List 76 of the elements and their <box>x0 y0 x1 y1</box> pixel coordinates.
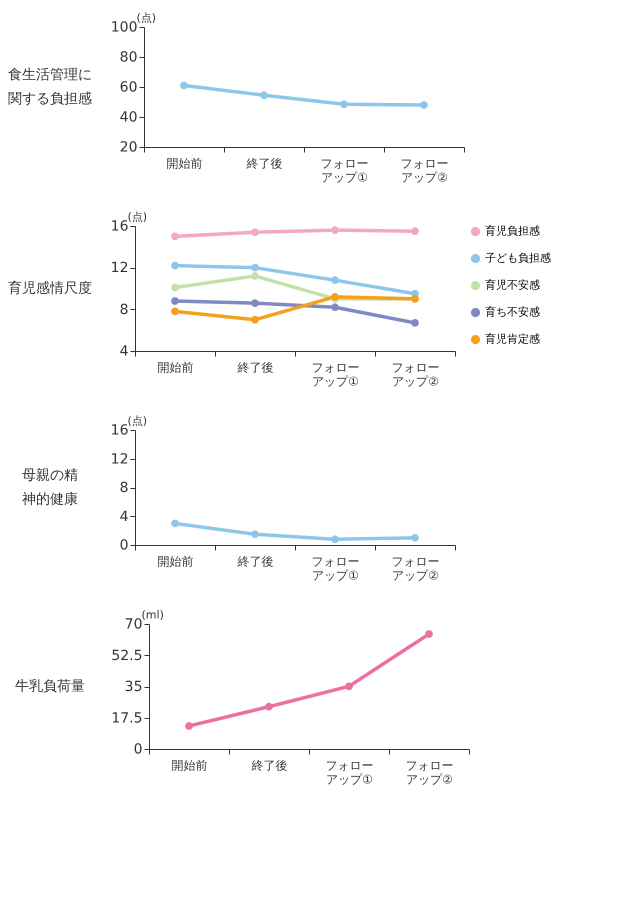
point <box>331 226 339 234</box>
point <box>411 534 419 542</box>
point <box>251 272 259 280</box>
y-axis-title: (点) <box>128 210 148 224</box>
point <box>171 520 179 528</box>
x-tick-label: 開始前 <box>158 554 194 568</box>
legend-label: 育児不安感 <box>485 278 540 292</box>
y-axis-title: (ml) <box>142 608 164 622</box>
y-tick-label: 20 <box>120 140 138 156</box>
x-tick-label: フォローアップ② <box>392 554 440 582</box>
point <box>251 530 259 538</box>
x-tick-label: フォローアップ① <box>312 554 360 582</box>
legend-label: 育ち不安感 <box>485 306 540 318</box>
y-tick-label: 35 <box>124 679 142 695</box>
y-axis-title: (点) <box>128 414 148 428</box>
point <box>171 297 179 305</box>
x-tick-label: 終了後 <box>246 156 282 170</box>
point <box>171 232 179 240</box>
legend-label: 子ども負担感 <box>485 252 551 264</box>
y-tick-label: 80 <box>120 50 138 66</box>
point <box>251 264 259 272</box>
point <box>171 284 179 292</box>
point <box>425 630 433 638</box>
point <box>180 82 188 90</box>
x-tick-label: フォローアップ① <box>320 156 368 184</box>
y-tick-label: 8 <box>120 480 128 496</box>
y-tick-label: 16 <box>110 422 129 438</box>
x-tick-label: フォローアップ① <box>312 360 360 388</box>
y-tick-label: 0 <box>134 742 142 758</box>
x-tick-label: フォローアップ② <box>392 360 440 388</box>
y-tick-label: 12 <box>110 260 128 276</box>
x-tick-label: 終了後 <box>236 554 274 568</box>
y-tick-label: 40 <box>120 110 138 126</box>
point <box>411 319 419 327</box>
y-tick-label: 100 <box>110 20 138 36</box>
x-tick-label: 開始前 <box>172 758 208 772</box>
text: 育児感情尺度 <box>8 280 92 296</box>
point <box>331 303 339 312</box>
point <box>331 292 339 301</box>
x-tick-label: フォローアップ② <box>400 156 448 184</box>
x-tick-label: 終了後 <box>236 360 274 374</box>
y-tick-label: 16 <box>110 218 129 234</box>
x-tick-label: フォローアップ② <box>406 758 454 786</box>
y-tick-label: 12 <box>110 451 128 468</box>
point <box>260 91 268 100</box>
point <box>345 682 353 690</box>
y-tick-label: 4 <box>120 508 129 525</box>
point <box>411 227 419 236</box>
point <box>331 276 339 284</box>
y-tick-label: 8 <box>120 302 128 318</box>
legend-label: 育児負担感 <box>485 224 540 238</box>
point <box>340 100 348 108</box>
y-axis-title: (点) <box>136 12 156 24</box>
x-tick-label: 終了後 <box>250 758 288 772</box>
y-tick-label: 52.5 <box>111 648 142 664</box>
point <box>331 535 339 544</box>
x-tick-label: フォローアップ① <box>326 758 374 786</box>
point <box>185 722 193 730</box>
point <box>171 262 179 270</box>
point <box>251 316 259 324</box>
legend-label: 育児肯定感 <box>485 332 540 346</box>
point <box>420 101 428 109</box>
y-tick-label: 60 <box>120 80 138 96</box>
y-tick-label: 4 <box>120 344 129 360</box>
x-tick-label: 開始前 <box>158 360 194 374</box>
text: 母親の精神的健康 <box>22 468 78 508</box>
point <box>171 308 179 316</box>
text: 牛乳負荷量 <box>15 678 85 694</box>
x-tick-label: 開始前 <box>166 156 202 170</box>
y-tick-label: 70 <box>124 616 142 632</box>
point <box>265 702 273 711</box>
y-tick-label: 0 <box>120 538 128 554</box>
y-tick-label: 17.5 <box>111 710 142 726</box>
point <box>251 228 259 236</box>
text: 食生活管理に関する負担感 <box>8 67 92 107</box>
point <box>251 299 259 307</box>
